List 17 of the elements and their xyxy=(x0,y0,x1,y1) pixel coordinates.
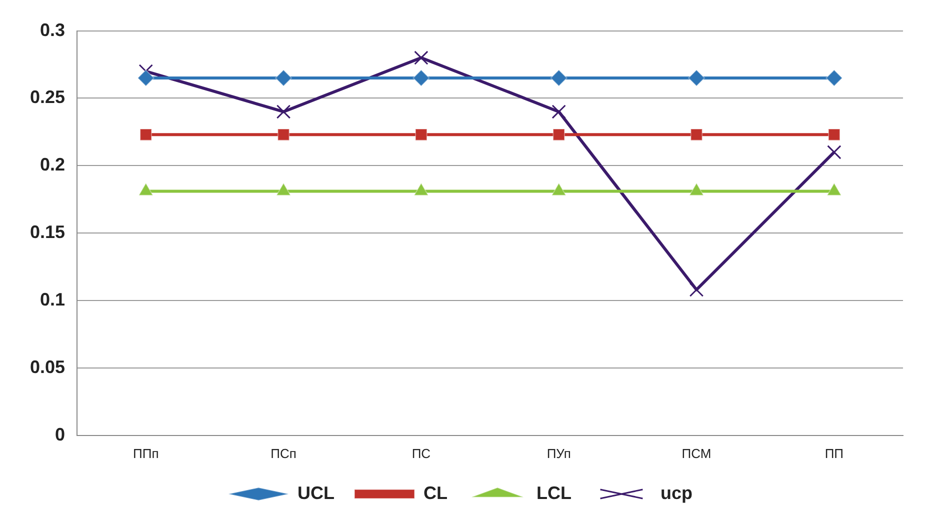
y-tick-label: 0.25 xyxy=(30,87,66,108)
x-tick-label: ПУп xyxy=(546,446,571,461)
y-tick-label: 0.05 xyxy=(30,356,66,377)
y-tick-label: 0.1 xyxy=(40,290,66,310)
legend-label: ucp xyxy=(660,482,693,503)
y-tick-label: 0.3 xyxy=(40,20,66,40)
y-tick-label: 0.15 xyxy=(30,222,66,242)
x-tick-label: ППп xyxy=(132,446,159,461)
legend-label: UCL xyxy=(298,482,335,503)
x-tick-label: ПС xyxy=(412,446,431,461)
y-tick-label: 0.2 xyxy=(40,154,66,175)
y-tick-label: 0 xyxy=(55,424,66,444)
legend-label: CL xyxy=(424,482,448,503)
x-tick-label: ПСп xyxy=(270,446,296,461)
x-tick-label: ПСМ xyxy=(682,446,712,461)
x-tick-label: ПП xyxy=(824,446,844,461)
legend-label: LCL xyxy=(536,482,572,503)
